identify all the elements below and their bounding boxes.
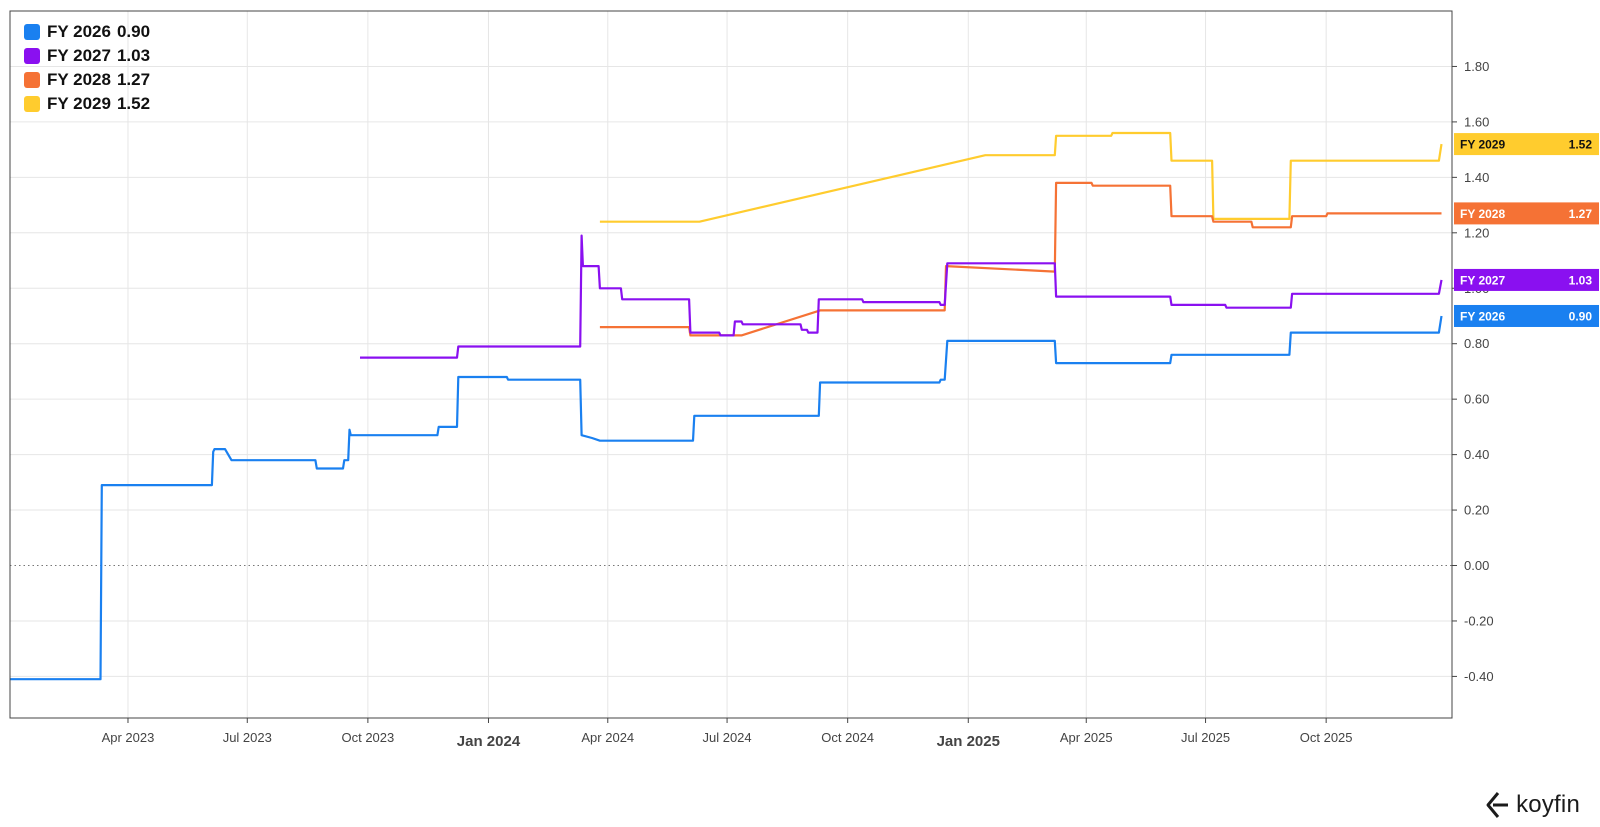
series-line-fy-2029 <box>599 131 1443 223</box>
badge-series-name: FY 2026 <box>1460 309 1505 323</box>
legend-series-name: FY 2026 <box>47 22 111 41</box>
last-value-badge: FY 2027 1.03 <box>1454 268 1599 291</box>
koyfin-logo-icon <box>1486 792 1509 818</box>
legend-series-name: FY 2027 <box>47 46 111 65</box>
x-tick-label: Oct 2023 <box>341 730 394 745</box>
y-tick-label: 1.20 <box>1464 225 1489 240</box>
y-tick-label: 0.80 <box>1464 336 1489 351</box>
badge-series-name: FY 2027 <box>1460 273 1505 287</box>
last-value-badge: FY 2028 1.27 <box>1454 202 1599 225</box>
series-line-fy-2026 <box>10 315 1443 681</box>
legend-item[interactable]: FY 2027 1.03 <box>24 44 156 68</box>
series-line-fy-2028 <box>599 181 1442 337</box>
plot-frame <box>9 10 1453 719</box>
grid-lines <box>10 11 1452 718</box>
badge-series-value: 1.03 <box>1569 273 1593 287</box>
y-tick-label: 0.40 <box>1464 447 1489 462</box>
last-value-badge: FY 2029 1.52 <box>1454 133 1599 156</box>
badge-series-value: 1.52 <box>1569 138 1593 152</box>
y-tick-label: 0.60 <box>1464 392 1489 407</box>
badge-series-name: FY 2028 <box>1460 207 1505 221</box>
x-tick-label: Jul 2024 <box>702 730 751 745</box>
badge-background <box>1454 133 1599 156</box>
legend-series-value: 1.27 <box>116 70 151 89</box>
y-tick-label: 1.40 <box>1464 170 1489 185</box>
badge-series-name: FY 2029 <box>1460 138 1505 152</box>
x-tick-label: Oct 2024 <box>821 730 874 745</box>
legend-swatch <box>24 96 40 112</box>
badge-background <box>1454 202 1599 225</box>
legend-swatch <box>24 72 40 88</box>
legend-item[interactable]: FY 2026 0.90 <box>24 20 156 44</box>
badge-background <box>1454 268 1599 291</box>
series-lines <box>10 131 1443 681</box>
x-tick-label: Jul 2023 <box>223 730 272 745</box>
x-axis: Apr 2023 Jul 2023 Oct 2023 Jan 2024 Apr 2024… <box>102 718 1353 750</box>
koyfin-logo-text: koyfin <box>1516 791 1580 818</box>
x-tick-label: Jan 2025 <box>937 733 1000 750</box>
legend-series-name: FY 2028 <box>47 70 111 89</box>
legend-swatch <box>24 24 40 40</box>
badge-series-value: 0.90 <box>1569 309 1593 323</box>
legend-series-value: 0.90 <box>116 22 151 41</box>
last-value-badge: FY 2026 0.90 <box>1454 304 1599 327</box>
legend-series-name: FY 2029 <box>47 94 111 113</box>
y-tick-label: 1.60 <box>1464 114 1489 129</box>
legend-swatch <box>24 48 40 64</box>
series-line-fy-2027 <box>360 234 1443 359</box>
x-tick-label: Jan 2024 <box>457 733 521 750</box>
last-value-badges: FY 2026 0.90 FY 2027 1.03 FY 2028 1.27 FY 2029… <box>1454 133 1599 327</box>
koyfin-logo[interactable]: koyfin <box>1484 791 1580 819</box>
legend-series-value: 1.03 <box>116 46 151 65</box>
x-tick-label: Apr 2025 <box>1060 730 1113 745</box>
x-tick-label: Apr 2024 <box>581 730 634 745</box>
badge-series-value: 1.27 <box>1569 207 1593 221</box>
y-tick-label: -0.20 <box>1464 613 1494 628</box>
y-tick-label: 0.00 <box>1464 558 1489 573</box>
y-axis: 1.801.601.401.201.000.800.600.400.200.00… <box>1452 59 1494 684</box>
x-tick-label: Oct 2025 <box>1300 730 1353 745</box>
y-tick-label: 1.80 <box>1464 59 1489 74</box>
y-tick-label: 0.20 <box>1464 503 1489 518</box>
legend-item[interactable]: FY 2028 1.27 <box>24 68 156 92</box>
legend: FY 2026 0.90 FY 2027 1.03 FY 2028 1.27 FY 2… <box>24 20 156 116</box>
legend-item[interactable]: FY 2029 1.52 <box>24 92 156 116</box>
legend-series-value: 1.52 <box>116 94 151 113</box>
x-tick-label: Jul 2025 <box>1181 730 1230 745</box>
x-tick-label: Apr 2023 <box>102 730 155 745</box>
badge-background <box>1454 304 1599 327</box>
y-tick-label: -0.40 <box>1464 669 1494 684</box>
